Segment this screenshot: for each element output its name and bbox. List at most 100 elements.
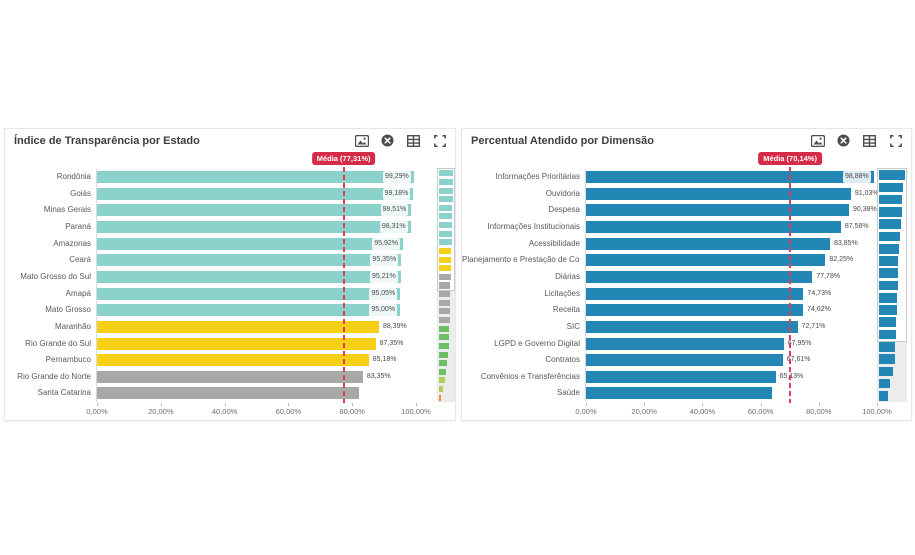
bar[interactable] — [97, 370, 363, 383]
bar[interactable] — [97, 337, 376, 350]
category-label: Diárias — [555, 271, 580, 281]
value-label: 67,61% — [786, 356, 811, 364]
category-label: Ouvidoria — [545, 188, 580, 198]
chart-title: Percentual Atendido por Dimensão — [471, 135, 654, 147]
bar[interactable] — [586, 337, 784, 350]
category-label: Licitações — [544, 288, 580, 298]
bar[interactable] — [586, 270, 813, 283]
category-label: Rondônia — [56, 172, 91, 181]
category-label: Receita — [552, 305, 580, 315]
y-axis-line — [96, 169, 97, 403]
category-label: Informações Institucionais — [487, 221, 581, 231]
category-label: Pernambuco — [45, 355, 91, 365]
minimap-viewport[interactable] — [437, 168, 455, 291]
category-label: SIC — [566, 321, 580, 331]
mean-reference-line — [342, 167, 345, 404]
x-axis-tick-label: 80,00% — [806, 407, 832, 417]
bar[interactable] — [97, 287, 401, 300]
bar[interactable] — [97, 320, 379, 333]
image-icon[interactable] — [810, 133, 825, 148]
table-icon[interactable] — [862, 133, 877, 148]
minimap-bar — [439, 187, 453, 194]
value-label: 99,18% — [382, 187, 411, 200]
category-label: Mato Grosso do Sul — [20, 271, 91, 281]
x-axis-tick — [760, 403, 762, 407]
bar[interactable] — [586, 354, 783, 367]
bar[interactable] — [97, 204, 412, 217]
value-label: 83,85% — [834, 239, 858, 247]
bar[interactable] — [97, 354, 369, 367]
bar[interactable] — [97, 187, 414, 200]
bar[interactable] — [586, 237, 830, 250]
minimap-bar — [879, 207, 902, 217]
bar[interactable] — [97, 237, 403, 250]
bar[interactable] — [97, 171, 414, 183]
value-label: 65,13% — [779, 372, 804, 380]
bar[interactable] — [586, 304, 804, 317]
value-label: 82,25% — [829, 256, 854, 264]
minimap-bar — [439, 351, 448, 358]
minimap-bar — [439, 196, 453, 203]
bar[interactable] — [586, 320, 798, 333]
category-label: Ceará — [69, 255, 91, 265]
category-label: Paraná — [65, 221, 91, 231]
x-axis-tick — [416, 403, 417, 407]
minimap-bar — [439, 178, 453, 185]
minimap-bar — [439, 317, 450, 324]
fullscreen-icon[interactable] — [888, 133, 903, 148]
bar[interactable] — [586, 387, 773, 400]
bar[interactable] — [586, 204, 849, 217]
bar[interactable] — [586, 254, 826, 267]
minimap-bar — [879, 170, 905, 180]
minimap-bar — [879, 329, 896, 340]
bar[interactable] — [586, 187, 851, 200]
category-label: Mato Grosso — [45, 305, 91, 315]
minimap-bar — [439, 386, 444, 393]
fullscreen-icon[interactable] — [432, 133, 447, 148]
chart-card-percent-by-dimension: Percentual Atendido por Dimensão Informa… — [461, 128, 912, 421]
minimap-bar — [439, 394, 442, 401]
table-icon[interactable] — [406, 133, 421, 148]
value-label: 83,35% — [366, 372, 391, 380]
close-circle-icon[interactable] — [836, 133, 851, 148]
close-circle-icon[interactable] — [380, 133, 395, 148]
minimap-bar — [879, 231, 901, 242]
bar[interactable] — [97, 220, 411, 233]
category-label: Despesa — [548, 205, 580, 215]
category-label: Contratos — [545, 355, 580, 365]
x-axis-tick-label: 40,00% — [689, 407, 716, 417]
mean-badge: Média (77,31%) — [311, 152, 376, 165]
value-label: 88,39% — [382, 322, 407, 330]
minimap-bar — [439, 377, 445, 384]
value-label: 74,62% — [807, 306, 831, 314]
minimap-scrollbar[interactable] — [437, 168, 455, 402]
x-axis-tick — [352, 403, 354, 407]
x-axis-tick — [644, 403, 646, 407]
bar[interactable] — [586, 287, 804, 300]
bar[interactable] — [586, 370, 776, 383]
minimap-scrollbar[interactable] — [877, 168, 907, 402]
bar[interactable] — [586, 220, 841, 233]
minimap-bar — [879, 219, 901, 229]
value-label: 90,38% — [853, 206, 877, 214]
minimap-bar — [439, 308, 450, 315]
x-axis-tick — [288, 403, 290, 407]
minimap-bar — [879, 182, 903, 193]
x-axis-tick-label: 40,00% — [211, 407, 238, 417]
minimap-bar — [439, 222, 453, 229]
chart-header: Percentual Atendido por Dimensão — [462, 129, 911, 151]
bar[interactable] — [97, 387, 359, 400]
bar[interactable] — [97, 304, 401, 317]
value-label: 87,35% — [379, 339, 404, 347]
bar[interactable] — [97, 270, 401, 283]
x-axis-tick-label: 0,00% — [575, 407, 597, 417]
bar[interactable] — [97, 254, 402, 267]
x-axis-tick-label: 60,00% — [275, 407, 302, 417]
image-icon[interactable] — [354, 133, 369, 148]
x-axis-tick-label: 0,00% — [86, 407, 108, 417]
mean-badge: Média (70,14%) — [758, 152, 822, 165]
value-label: 74,73% — [807, 289, 832, 297]
minimap-bar — [439, 204, 453, 211]
bar[interactable] — [586, 171, 874, 183]
value-label: 98,31% — [379, 220, 408, 233]
